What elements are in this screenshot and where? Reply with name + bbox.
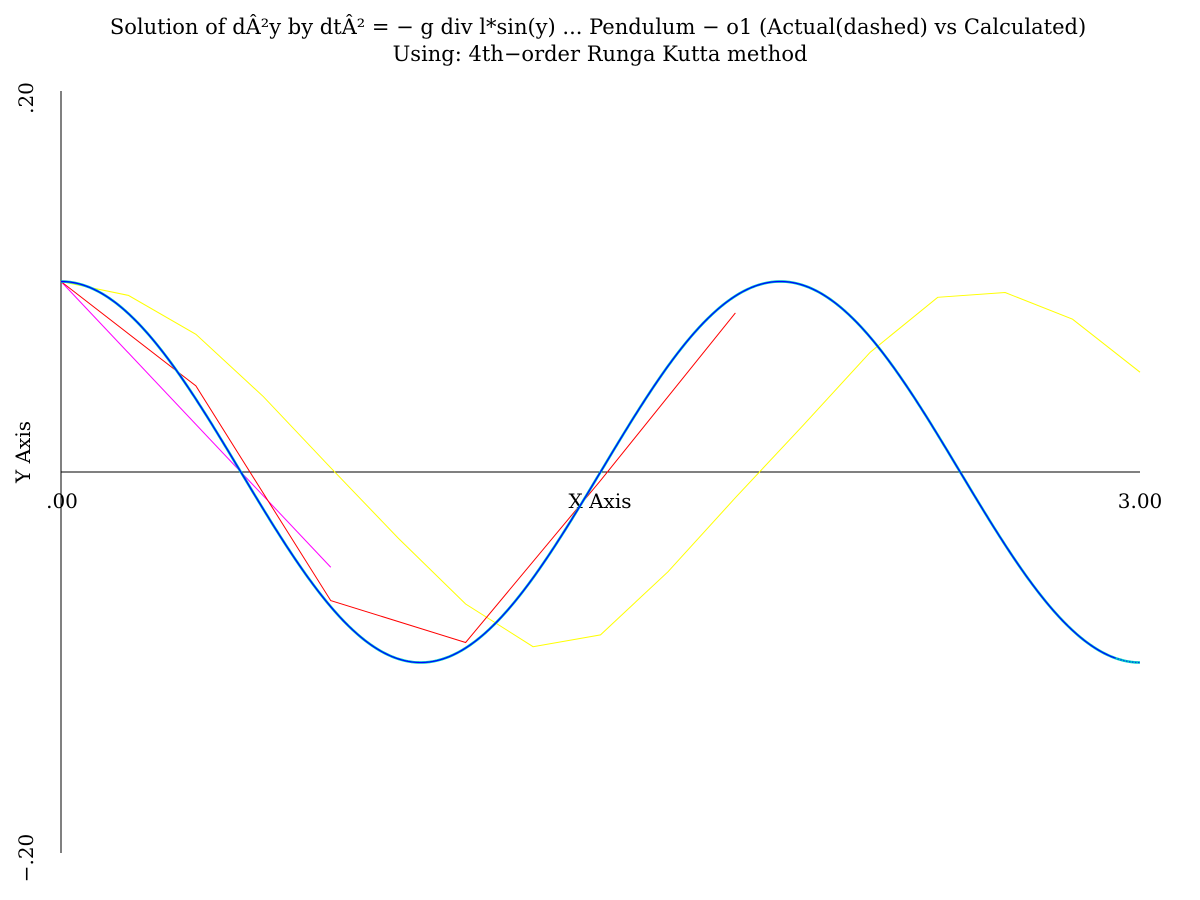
x-tick-label-end: 3.00 — [1118, 489, 1163, 513]
series-5-line-dotted — [1114, 657, 1141, 664]
y-tick-label-bottom: −.20 — [14, 834, 38, 883]
series-1-line — [60, 281, 1141, 648]
series-layer — [60, 280, 1141, 664]
x-tick-label-start: .00 — [46, 489, 78, 513]
series-5-line — [60, 280, 1116, 664]
chart-subtitle: Using: 4th−order Runga Kutta method — [393, 42, 808, 66]
y-tick-label-top: .20 — [14, 82, 38, 114]
series-3-line — [60, 281, 736, 644]
series-2-line — [60, 281, 332, 568]
y-axis-label: Y Axis — [11, 421, 35, 484]
chart-title: Solution of dÂ²y by dtÂ² = − g div l*sin… — [110, 15, 1086, 39]
